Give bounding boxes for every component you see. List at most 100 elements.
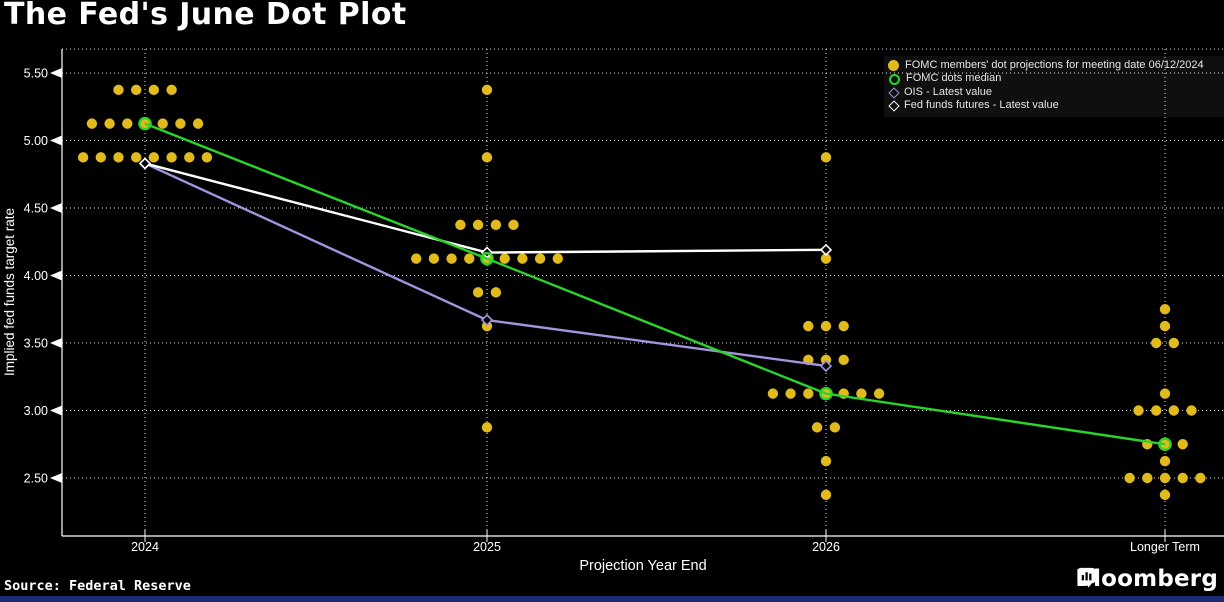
fomc-dot (1159, 472, 1171, 484)
fomc-dot (838, 320, 849, 332)
chart-title: The Fed's June Dot Plot (4, 0, 407, 32)
fomc-dot (517, 253, 528, 264)
fed-funds-futures-line (144, 162, 827, 254)
fomc-dot (499, 253, 510, 264)
legend-white-diamond-icon (888, 100, 900, 112)
fomc-dot (104, 118, 115, 129)
fomc-dot (1195, 472, 1206, 484)
fomc-dot (1159, 455, 1171, 467)
fomc-dot (481, 422, 493, 433)
fomc-dot (472, 287, 484, 298)
fed-funds-futures-marker (138, 157, 152, 170)
fomc-dot (873, 388, 885, 399)
y-tick-label: 2.50 (24, 472, 48, 486)
fomc-dot (534, 253, 546, 264)
fomc-dot (481, 152, 493, 163)
y-axis-title: Implied fed funds target rate (2, 208, 17, 376)
fomc-dot (131, 84, 142, 96)
fomc-dot (1133, 405, 1144, 416)
y-tick-label: 5.50 (24, 67, 48, 81)
fomc-dot (1142, 472, 1153, 484)
legend-green-circle-icon (889, 73, 900, 85)
fomc-dot (1151, 337, 1162, 349)
fomc-dot (1124, 472, 1135, 484)
fomc-median-marker (480, 251, 494, 266)
fomc-dot (1159, 489, 1171, 501)
bottom-accent-bar (0, 596, 1224, 602)
fomc-dot (166, 152, 177, 163)
y-tick-label: 3.50 (24, 337, 48, 351)
fomc-dot (1177, 439, 1188, 450)
fomc-dot (1186, 405, 1197, 416)
fomc-dot (490, 219, 502, 231)
fomc-dot (803, 388, 814, 399)
fomc-median-marker (819, 386, 833, 401)
bloomberg-logo: Bloomberg (1075, 566, 1218, 592)
fomc-dot (77, 152, 89, 163)
fomc-dot (184, 152, 195, 163)
fomc-dot (192, 118, 204, 129)
fomc-dot (157, 118, 168, 129)
ois-marker (480, 313, 494, 327)
fomc-dot (464, 253, 475, 264)
fomc-dot (455, 219, 466, 231)
fomc-dot (1159, 388, 1171, 399)
y-tick-arrow-icon (50, 135, 62, 146)
fomc-dot (508, 219, 519, 231)
fomc-dot (552, 253, 563, 264)
fomc-dot (838, 354, 849, 366)
fomc-dot (148, 152, 159, 163)
y-tick-label: 5.00 (24, 134, 48, 148)
chart-legend: FOMC members' dot projections for meetin… (884, 56, 1224, 117)
x-tick-label: 2025 (473, 540, 501, 554)
fomc-dot (820, 455, 832, 467)
fomc-median-marker (1158, 437, 1172, 452)
bloomberg-logo-text: Bloomberg (1075, 566, 1218, 592)
fomc-dot (148, 84, 159, 96)
y-tick-arrow-icon (50, 203, 62, 213)
y-tick-arrow-icon (50, 338, 62, 348)
bloomberg-bubble-chart-icon (1077, 567, 1096, 588)
fomc-dot (472, 219, 484, 231)
x-tick-label: 2026 (812, 540, 840, 554)
legend-yellow-dot-icon (888, 60, 899, 72)
x-tick-label: Longer Term (1130, 540, 1200, 554)
fomc-dot (131, 152, 142, 163)
fomc-dot (490, 287, 502, 298)
x-tick-label: 2024 (131, 540, 159, 554)
y-tick-arrow-icon (50, 405, 62, 416)
fomc-dot (1151, 405, 1162, 416)
fomc-dot (1159, 304, 1171, 315)
fomc-dot (122, 118, 133, 129)
fomc-dot (201, 152, 213, 163)
fomc-dot (1168, 405, 1180, 416)
fomc-median-marker (138, 116, 152, 131)
legend-item-ois: OIS - Latest value (888, 86, 1220, 99)
y-tick-label: 3.00 (24, 404, 48, 418)
y-tick-arrow-icon (50, 68, 62, 78)
fomc-dot (428, 253, 440, 264)
fomc-dot (166, 84, 177, 96)
ois-marker (819, 359, 833, 373)
legend-label: OIS - Latest value (904, 85, 993, 98)
fomc-dot (829, 422, 841, 433)
fomc-dot (446, 253, 457, 264)
fomc-dot (86, 118, 98, 129)
fomc-median-line (144, 122, 1166, 446)
legend-item-fomc-dots: FOMC members' dot projections for meetin… (888, 59, 1220, 72)
fomc-dot (411, 253, 422, 264)
fomc-dot (113, 152, 124, 163)
y-tick-arrow-icon (50, 473, 62, 483)
fomc-dot (820, 152, 832, 163)
fomc-dot (481, 84, 493, 96)
fomc-dot (1168, 337, 1180, 349)
legend-label: FOMC members' dot projections for meetin… (905, 59, 1204, 71)
fed-funds-futures-marker (819, 243, 833, 256)
fomc-dot (820, 489, 832, 501)
fomc-dot (1177, 472, 1188, 484)
fomc-dot (803, 320, 814, 332)
fomc-dot (113, 84, 124, 96)
